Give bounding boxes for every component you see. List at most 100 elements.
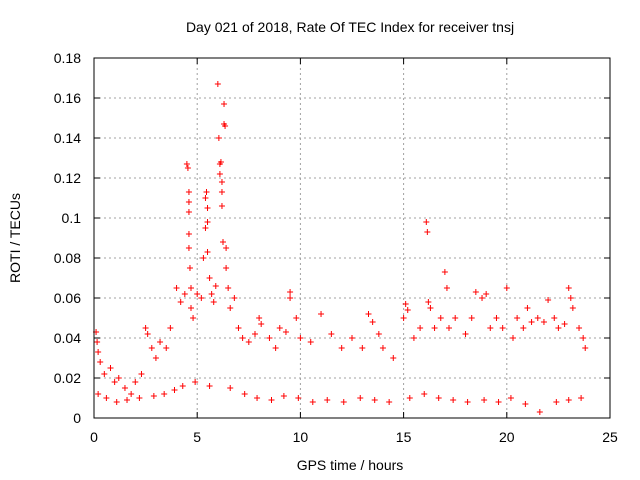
data-point — [181, 291, 188, 297]
data-point — [276, 325, 283, 331]
x-tick-label: 15 — [396, 429, 412, 445]
data-point — [390, 355, 397, 361]
data-point — [103, 395, 110, 401]
x-tick-label: 20 — [499, 429, 515, 445]
data-point — [245, 339, 252, 345]
data-point — [217, 159, 224, 165]
data-point — [173, 285, 180, 291]
data-point — [503, 285, 510, 291]
data-point — [124, 397, 131, 403]
data-point — [148, 345, 155, 351]
data-point — [565, 397, 572, 403]
data-point — [204, 219, 211, 225]
data-point — [464, 399, 471, 405]
data-point — [204, 249, 211, 255]
chart-title: Day 021 of 2018, Rate Of TEC Index for r… — [186, 19, 514, 35]
data-point — [204, 205, 211, 211]
x-axis-label: GPS time / hours — [297, 457, 404, 473]
data-point — [192, 379, 199, 385]
data-point — [203, 189, 210, 195]
data-point — [185, 245, 192, 251]
data-point — [481, 397, 488, 403]
data-point — [185, 189, 192, 195]
data-point — [443, 285, 450, 291]
data-point — [186, 265, 193, 271]
data-point — [371, 397, 378, 403]
data-point — [221, 101, 228, 107]
data-point — [328, 331, 335, 337]
data-point — [545, 297, 552, 303]
data-point — [218, 189, 225, 195]
data-point — [309, 399, 316, 405]
data-point — [97, 359, 104, 365]
data-point — [318, 311, 325, 317]
x-tick-label: 5 — [193, 429, 201, 445]
y-tick-label: 0.1 — [62, 210, 82, 226]
data-point — [295, 395, 302, 401]
data-point — [227, 385, 234, 391]
data-point — [163, 345, 170, 351]
data-point — [220, 239, 226, 245]
data-point — [357, 395, 364, 401]
y-tick-label: 0.18 — [54, 50, 81, 66]
data-point — [540, 319, 547, 325]
data-point — [272, 345, 279, 351]
data-point — [188, 305, 195, 311]
data-point — [553, 399, 560, 405]
x-tick-label: 25 — [602, 429, 618, 445]
data-point — [561, 321, 568, 327]
y-tick-label: 0.02 — [54, 370, 81, 386]
data-point — [551, 315, 558, 321]
data-point — [421, 391, 428, 397]
data-point — [431, 325, 438, 331]
data-point — [569, 305, 576, 311]
data-point — [202, 195, 209, 201]
data-point — [375, 331, 382, 337]
points-layer — [93, 81, 589, 415]
data-point — [437, 315, 444, 321]
data-point — [113, 399, 120, 405]
data-point — [111, 379, 118, 385]
data-point — [499, 325, 506, 331]
data-point — [324, 397, 331, 403]
data-point — [435, 395, 442, 401]
data-point — [107, 365, 114, 371]
data-point — [157, 339, 164, 345]
data-point — [472, 289, 479, 295]
data-point — [410, 335, 417, 341]
data-point — [161, 391, 168, 397]
data-point — [402, 301, 409, 307]
data-point — [223, 265, 230, 271]
data-point — [95, 391, 102, 397]
data-point — [379, 345, 386, 351]
data-point — [493, 315, 500, 321]
data-point — [582, 345, 589, 351]
data-point — [424, 229, 431, 235]
data-point — [528, 319, 535, 325]
data-point — [177, 299, 184, 305]
data-point — [487, 325, 494, 331]
data-point — [225, 285, 232, 291]
data-point — [171, 387, 178, 393]
data-point — [580, 335, 587, 341]
data-point — [132, 379, 139, 385]
data-point — [227, 305, 234, 311]
data-point — [522, 401, 529, 407]
y-tick-label: 0.14 — [54, 130, 81, 146]
data-point — [136, 395, 143, 401]
data-point — [520, 325, 527, 331]
data-point — [184, 165, 191, 171]
data-point — [307, 339, 314, 345]
data-point — [280, 393, 287, 399]
data-point — [507, 395, 514, 401]
data-point — [231, 295, 238, 301]
x-tick-label: 10 — [293, 429, 309, 445]
y-tick-label: 0.12 — [54, 170, 81, 186]
data-point — [400, 315, 407, 321]
data-point — [215, 135, 222, 141]
data-point — [208, 291, 215, 297]
data-point — [241, 391, 248, 397]
data-point — [468, 315, 475, 321]
